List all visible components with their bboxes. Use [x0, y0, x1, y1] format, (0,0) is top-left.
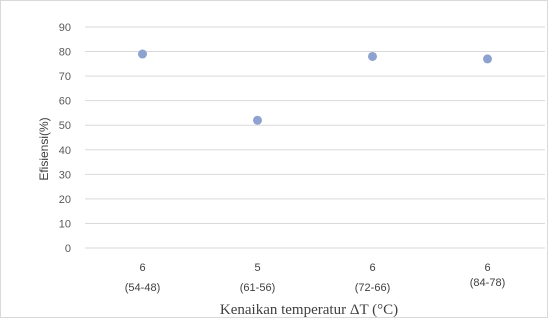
x-tick-label: 6 — [369, 262, 375, 274]
y-tick-label: 30 — [59, 169, 71, 181]
x-tick-label: 6 — [139, 262, 145, 274]
y-tick-label: 50 — [59, 120, 71, 132]
y-axis-label: Efisiensi(%) — [37, 117, 51, 180]
x-axis-categories: 6 (54-48) 5 (61-56) 6 (72-66) 6 (84-78) — [125, 262, 505, 294]
chart-frame — [0, 0, 548, 318]
y-tick-label: 40 — [59, 145, 71, 157]
y-tick-label: 20 — [59, 194, 71, 206]
x-tick-sublabel: (54-48) — [125, 282, 160, 294]
y-tick-label: 60 — [59, 96, 71, 108]
data-point — [368, 51, 377, 61]
y-tick-label: 70 — [59, 71, 71, 83]
y-axis-ticks: 0 10 20 30 40 50 60 70 80 90 — [59, 22, 71, 255]
data-points — [138, 49, 492, 125]
y-tick-label: 80 — [59, 47, 71, 59]
x-tick-label: 5 — [254, 262, 260, 274]
y-tick-label: 90 — [59, 22, 71, 34]
x-axis-label: Kenaikan temperatur ΔT (°C) — [220, 302, 398, 318]
gridlines — [85, 26, 545, 249]
data-point — [253, 115, 262, 125]
y-tick-label: 10 — [59, 218, 71, 230]
x-tick-label: 6 — [484, 262, 490, 274]
data-point — [483, 54, 492, 64]
x-tick-sublabel: (84-78) — [470, 277, 505, 289]
data-point — [138, 49, 147, 59]
y-tick-label: 0 — [65, 243, 71, 255]
x-tick-sublabel: (72-66) — [355, 282, 390, 294]
x-tick-sublabel: (61-56) — [240, 282, 275, 294]
